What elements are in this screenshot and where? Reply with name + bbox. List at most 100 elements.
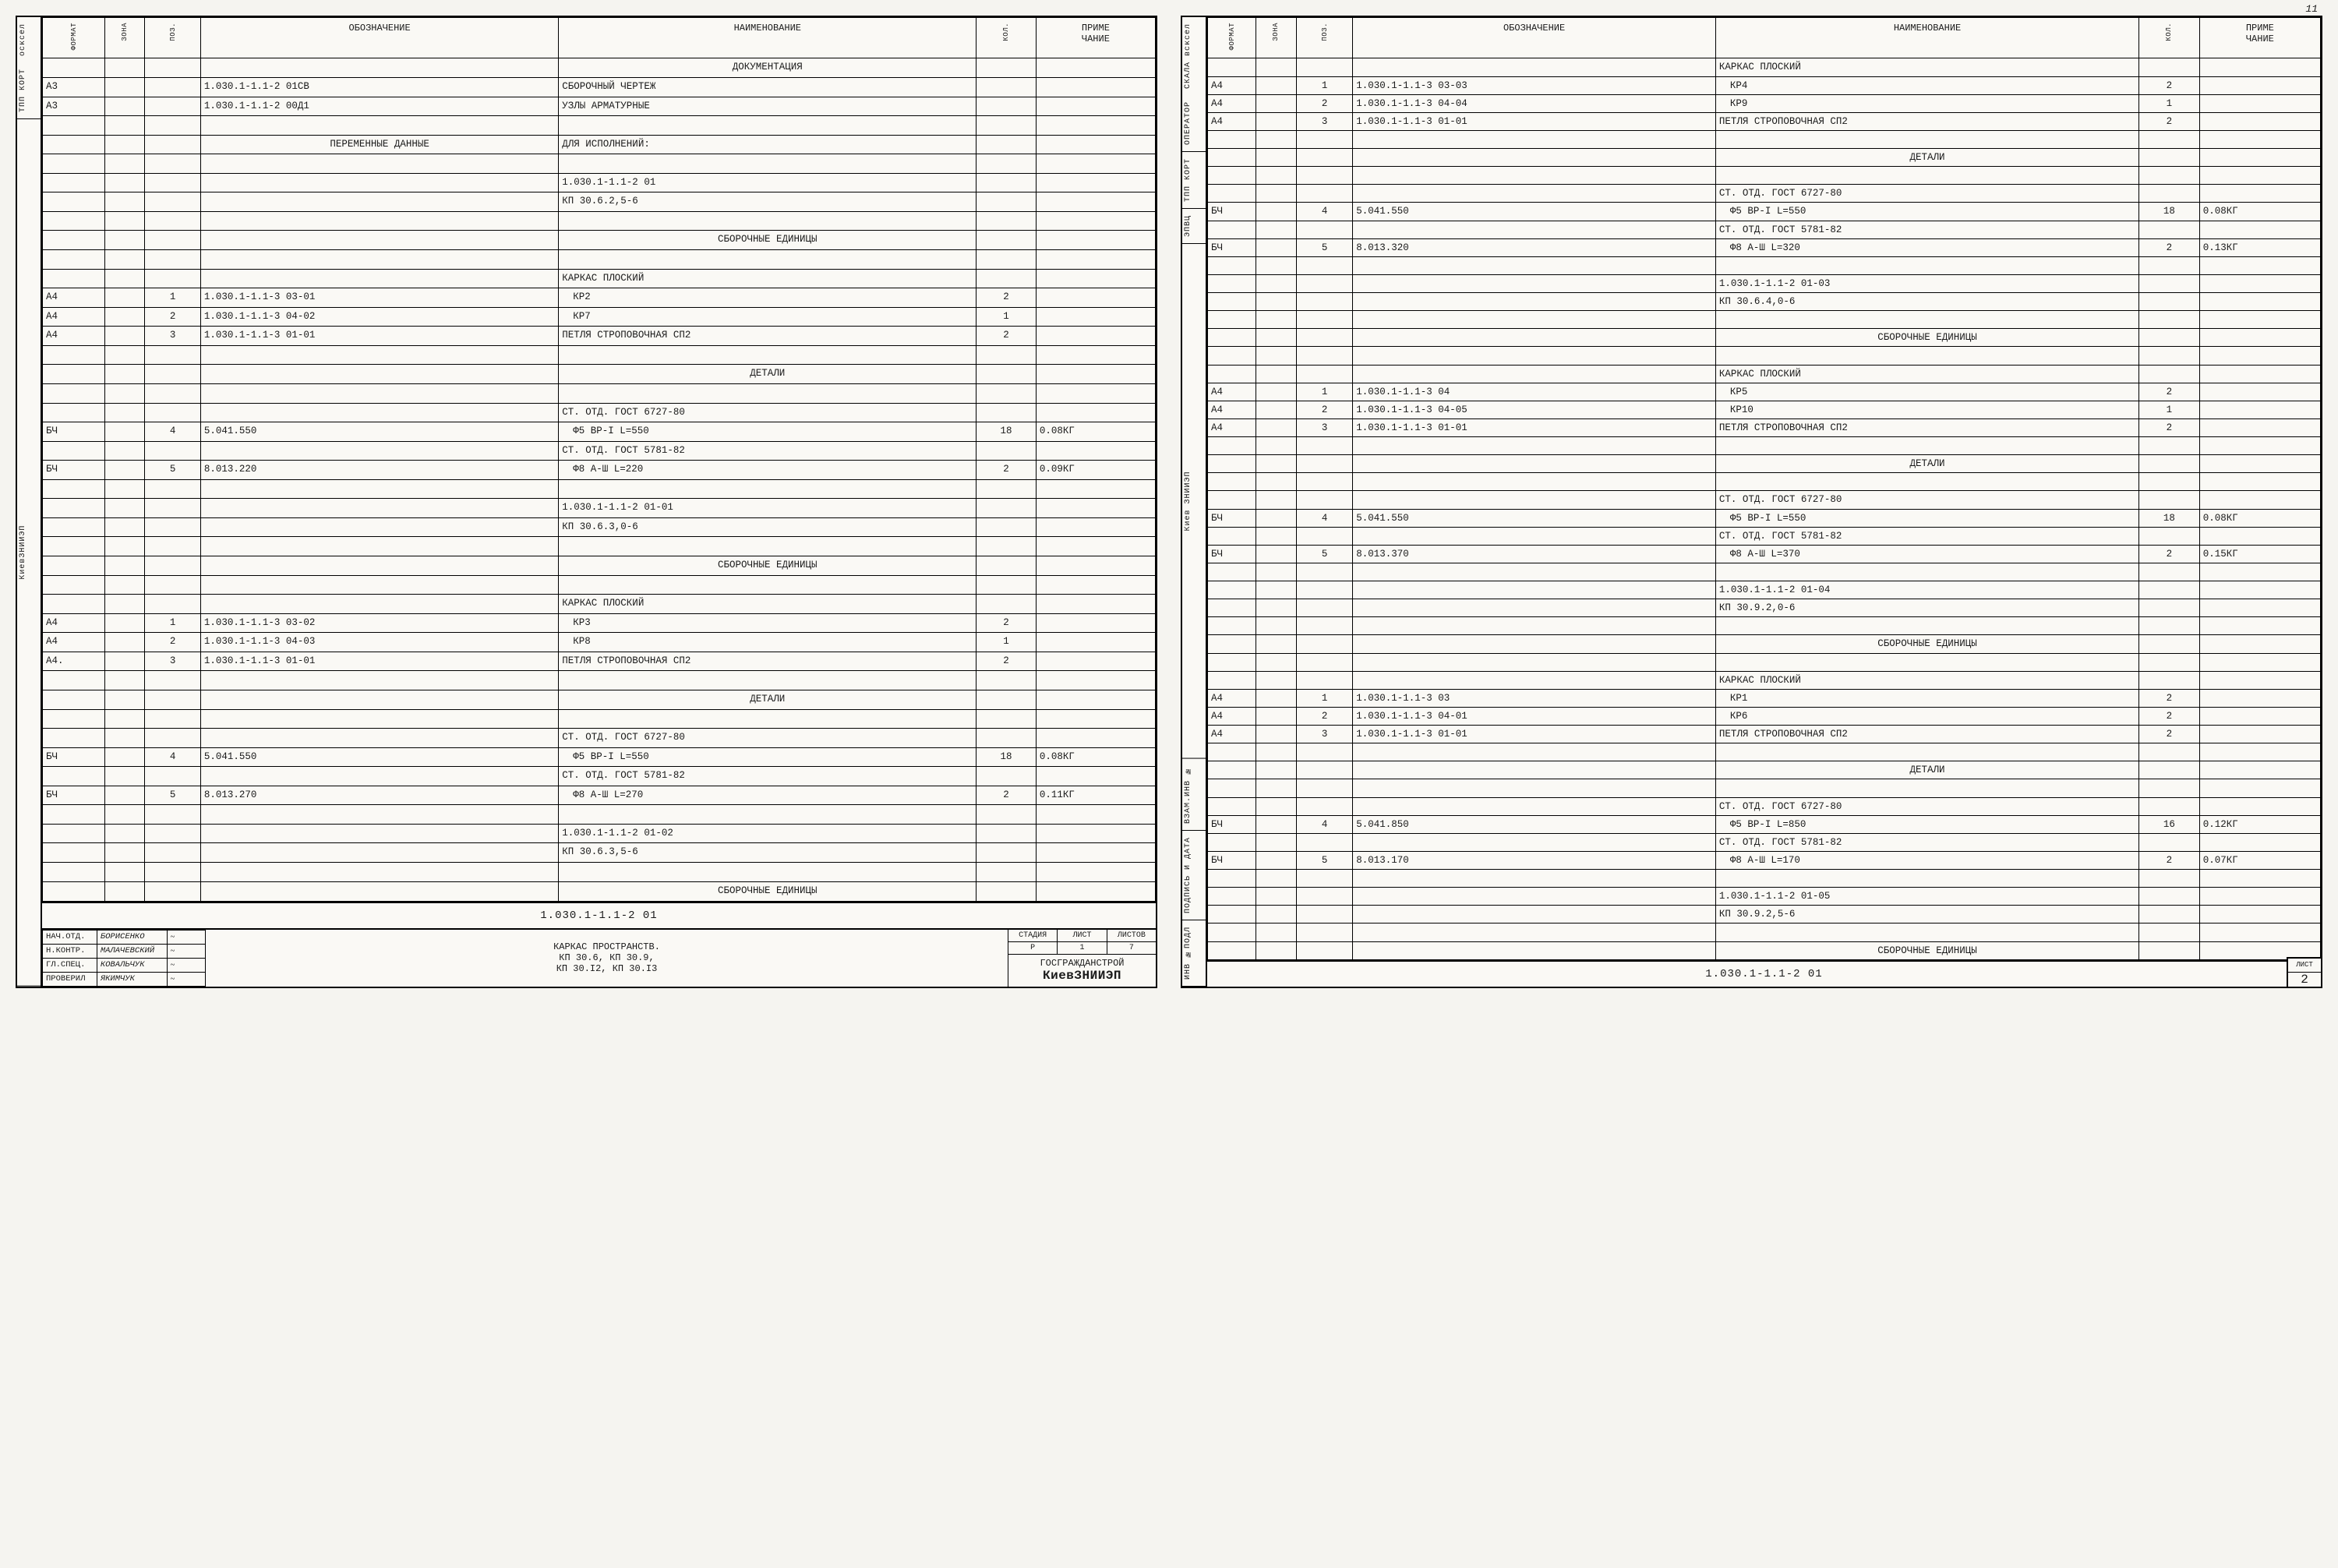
cell: ПЕРЕМЕННЫЕ ДАННЫЕ xyxy=(200,135,558,154)
cell xyxy=(1208,185,1256,203)
table-row xyxy=(1208,617,2321,635)
cell xyxy=(145,863,200,882)
cell: 2 xyxy=(977,613,1037,633)
sig-name: БОРИСЕНКО xyxy=(97,930,167,944)
table-row xyxy=(43,383,1156,403)
cell xyxy=(1256,851,1297,869)
cell xyxy=(200,881,558,901)
cell xyxy=(1296,167,1352,185)
tab: ИНВ №ПОДЛ xyxy=(1182,920,1206,987)
cell: 1 xyxy=(145,288,200,308)
doc-number: 1.030.1-1.1-2 01 xyxy=(42,902,1156,928)
cell: 18 xyxy=(977,747,1037,767)
cell xyxy=(977,863,1037,882)
cell xyxy=(2139,365,2200,383)
cell: СТ. ОТД. ГОСТ 6727-80 xyxy=(559,729,977,748)
cell: 2 xyxy=(2139,418,2200,436)
cell: 2 xyxy=(145,307,200,327)
cell: 1.030.1-1.1-3 04-05 xyxy=(1353,401,1716,418)
cell xyxy=(1256,76,1297,94)
cell: БЧ xyxy=(43,786,105,805)
cell: СБОРОЧНЫЕ ЕДИНИЦЫ xyxy=(1715,329,2138,347)
cell xyxy=(1208,653,1256,671)
cell: 2 xyxy=(977,327,1037,346)
table-row: БЧ45.041.550Ф5 ВР-I L=550180.08КГ xyxy=(1208,509,2321,527)
cell xyxy=(1296,58,1352,76)
cell: 2 xyxy=(2139,112,2200,130)
cell xyxy=(1715,743,2138,761)
table-row: КП 30.9.2,5-6 xyxy=(1208,906,2321,923)
table-row: БЧ58.013.170Ф8 А-Ш L=17020.07КГ xyxy=(1208,851,2321,869)
signature-row: ГЛ.СПЕЦ.КОВАЛЬЧУК~ xyxy=(43,958,206,972)
cell xyxy=(1036,288,1155,308)
table-row: СТ. ОТД. ГОСТ 6727-80 xyxy=(1208,491,2321,509)
cell xyxy=(559,537,977,556)
cell: 1 xyxy=(977,633,1037,652)
cell xyxy=(1256,726,1297,743)
cell: КР6 xyxy=(1715,707,2138,725)
cell: 3 xyxy=(145,327,200,346)
cell xyxy=(1353,365,1716,383)
cell xyxy=(145,595,200,614)
cell: 1.030.1-1.1-3 01-01 xyxy=(200,327,558,346)
table-row xyxy=(43,211,1156,231)
cell xyxy=(1208,274,1256,292)
cell: 3 xyxy=(145,652,200,671)
cell xyxy=(105,517,145,537)
cell xyxy=(1036,154,1155,174)
cell: БЧ xyxy=(1208,851,1256,869)
cell xyxy=(105,671,145,690)
cell xyxy=(1296,761,1352,779)
table-row: КАРКАС ПЛОСКИЙ xyxy=(1208,365,2321,383)
table-row: СБОРОЧНЫЕ ЕДИНИЦЫ xyxy=(43,231,1156,250)
cell xyxy=(105,250,145,270)
cell xyxy=(43,537,105,556)
cell: БЧ xyxy=(43,747,105,767)
cell xyxy=(977,690,1037,709)
cell: ДЕТАЛИ xyxy=(559,690,977,709)
cell xyxy=(43,365,105,384)
cell xyxy=(2199,437,2320,455)
cell xyxy=(977,517,1037,537)
cell: 5 xyxy=(1296,851,1352,869)
cell: А4 xyxy=(1208,383,1256,401)
cell xyxy=(2199,383,2320,401)
cell xyxy=(559,154,977,174)
cell xyxy=(1036,595,1155,614)
cell xyxy=(43,499,105,518)
cell xyxy=(2139,779,2200,797)
cell: 1.030.1-1.1-2 01-04 xyxy=(1715,581,2138,599)
cell xyxy=(1296,130,1352,148)
cell xyxy=(2199,167,2320,185)
cell xyxy=(1036,403,1155,422)
cell: 1.030.1-1.1-3 03 xyxy=(1353,689,1716,707)
cell xyxy=(1208,149,1256,167)
table-row: КП 30.6.3,0-6 xyxy=(43,517,1156,537)
cell xyxy=(2139,743,2200,761)
side-tabs-left: осксел ТПП КОРТ КиевЗНИИЭП xyxy=(17,17,42,987)
sig-signature: ~ xyxy=(167,972,205,986)
cell xyxy=(1256,473,1297,491)
cell xyxy=(105,327,145,346)
table-row xyxy=(1208,437,2321,455)
cell xyxy=(200,365,558,384)
cell xyxy=(1256,311,1297,329)
cell: КР5 xyxy=(1715,383,2138,401)
cell xyxy=(200,192,558,212)
cell xyxy=(1296,473,1352,491)
table-row: А431.030.1-1.1-3 01-01ПЕТЛЯ СТРОПОВОЧНАЯ… xyxy=(1208,112,2321,130)
col-format: ФОРМАТ xyxy=(70,23,78,50)
cell xyxy=(1256,870,1297,888)
cell xyxy=(145,690,200,709)
tab: ТПП КОРТ xyxy=(17,62,41,119)
cell xyxy=(1208,888,1256,906)
cell: 0.11КГ xyxy=(1036,786,1155,805)
cell xyxy=(2199,833,2320,851)
table-row: А421.030.1-1.1-3 04-02КР71 xyxy=(43,307,1156,327)
cell xyxy=(559,709,977,729)
cell xyxy=(1208,779,1256,797)
cell: 2 xyxy=(2139,76,2200,94)
cell xyxy=(145,517,200,537)
cell: КАРКАС ПЛОСКИЙ xyxy=(1715,365,2138,383)
cell: КР9 xyxy=(1715,94,2138,112)
